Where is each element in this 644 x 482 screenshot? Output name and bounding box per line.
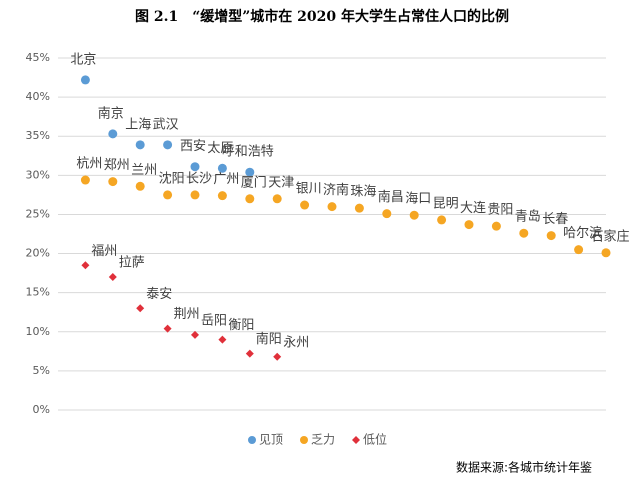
point <box>190 190 200 200</box>
point <box>191 330 199 339</box>
point-label: 岳阳 <box>201 313 227 328</box>
point <box>135 140 145 150</box>
point <box>300 200 310 210</box>
y-tick-label: 40% <box>26 90 50 103</box>
legend-label: 低位 <box>363 432 387 447</box>
point <box>574 245 584 255</box>
point <box>135 181 145 191</box>
point <box>245 349 254 358</box>
point <box>519 228 529 238</box>
point-label: 厦门 <box>241 175 267 190</box>
point-label: 永州 <box>283 335 309 350</box>
point-label: 贵阳 <box>487 203 513 218</box>
point-label: 长沙 <box>186 171 212 186</box>
point-label: 杭州 <box>76 157 102 172</box>
point-label: 拉萨 <box>119 256 145 271</box>
point <box>163 324 172 333</box>
point-label: 青岛 <box>515 209 541 225</box>
point <box>163 190 173 200</box>
legend-label: 见顶 <box>259 433 283 447</box>
point <box>382 209 392 219</box>
y-tick-label: 30% <box>26 168 50 181</box>
legend-label: 乏力 <box>311 433 335 447</box>
point <box>437 215 447 225</box>
point <box>80 75 90 85</box>
point-label: 泰安 <box>146 287 172 302</box>
point <box>245 167 255 177</box>
point <box>108 177 118 187</box>
point <box>491 221 501 231</box>
y-tick-label: 45% <box>26 51 50 64</box>
source-note: 数据来源:各城市统计年鉴 <box>456 460 592 475</box>
point-label: 广州 <box>213 172 239 187</box>
point-label: 荆州 <box>174 306 200 322</box>
legend-marker <box>248 436 256 444</box>
point-label: 天津 <box>268 175 294 190</box>
point-label: 哈尔滨 <box>563 225 602 241</box>
point-label: 南京 <box>98 105 124 121</box>
point-label: 北京 <box>70 52 96 67</box>
point-label: 南阳 <box>256 331 282 347</box>
point-label: 济南 <box>323 182 349 198</box>
point <box>245 194 255 204</box>
point <box>273 352 282 361</box>
point-label: 昆明 <box>433 196 459 211</box>
point-label: 上海 <box>125 117 151 132</box>
point <box>272 194 282 204</box>
y-tick-label: 0% <box>33 403 50 416</box>
point <box>108 273 117 282</box>
point-label: 大连 <box>460 200 486 216</box>
point-label: 南昌 <box>378 189 404 205</box>
point-label: 海口 <box>405 192 431 207</box>
point <box>81 261 90 270</box>
point <box>136 304 145 313</box>
point <box>409 210 419 220</box>
point <box>218 335 227 344</box>
point <box>546 231 556 241</box>
point <box>217 163 227 173</box>
point <box>80 175 90 185</box>
point <box>601 248 611 258</box>
point <box>464 220 474 230</box>
point <box>354 203 364 213</box>
y-tick-label: 15% <box>26 286 50 299</box>
point-label: 银川 <box>296 182 322 197</box>
point-label: 西安 <box>180 139 206 154</box>
chart-title: 图 2.1 “缓增型”城市在 2020 年大学生占常住人口的比例 <box>135 8 509 25</box>
y-tick-label: 10% <box>26 325 50 338</box>
point-label: 珠海 <box>350 185 376 200</box>
point-label: 兰州 <box>131 163 157 178</box>
point <box>108 129 118 139</box>
point-label: 太原 <box>207 141 233 156</box>
point <box>327 202 337 212</box>
y-tick-label: 20% <box>26 247 50 260</box>
point-label: 福州 <box>91 244 117 259</box>
legend-marker <box>300 436 308 444</box>
point-label: 衡阳 <box>228 318 254 333</box>
point-label: 武汉 <box>153 117 179 132</box>
point-label: 石家庄 <box>590 228 629 244</box>
y-tick-label: 5% <box>33 364 50 377</box>
point <box>190 162 200 172</box>
point <box>163 140 173 150</box>
point-label: 呼和浩特 <box>222 145 274 160</box>
y-tick-label: 35% <box>26 129 50 142</box>
point-label: 郑州 <box>104 158 130 173</box>
point <box>217 191 227 201</box>
y-tick-label: 25% <box>26 207 50 220</box>
point-label: 沈阳 <box>159 171 185 186</box>
legend-marker <box>352 436 360 444</box>
point-label: 长春 <box>542 212 568 227</box>
